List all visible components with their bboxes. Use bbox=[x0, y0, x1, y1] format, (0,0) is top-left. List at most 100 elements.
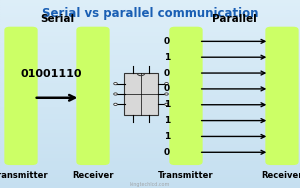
Bar bbox=[0, 54, 300, 56]
Bar bbox=[0, 120, 300, 122]
Text: 1: 1 bbox=[164, 116, 170, 125]
Bar bbox=[0, 124, 300, 127]
Text: 01001110: 01001110 bbox=[20, 69, 82, 79]
Bar bbox=[0, 113, 300, 115]
Bar bbox=[0, 101, 300, 103]
Bar bbox=[0, 16, 300, 19]
Bar bbox=[0, 14, 300, 17]
Bar bbox=[0, 68, 300, 70]
Circle shape bbox=[114, 93, 117, 95]
Bar bbox=[0, 78, 300, 80]
Bar bbox=[0, 127, 300, 129]
Text: Receiver: Receiver bbox=[261, 171, 300, 180]
Bar bbox=[0, 42, 300, 45]
Bar bbox=[0, 31, 300, 33]
Bar bbox=[0, 179, 300, 181]
Bar bbox=[0, 7, 300, 9]
Bar bbox=[0, 150, 300, 153]
Bar bbox=[0, 12, 300, 14]
Bar bbox=[0, 38, 300, 40]
Circle shape bbox=[165, 83, 168, 85]
Bar bbox=[0, 110, 300, 113]
Text: Transmitter: Transmitter bbox=[158, 171, 214, 180]
Bar bbox=[0, 19, 300, 21]
Bar bbox=[0, 26, 300, 28]
Bar bbox=[0, 70, 300, 73]
Bar bbox=[0, 146, 300, 148]
Bar bbox=[0, 5, 300, 7]
Bar bbox=[0, 132, 300, 134]
Bar bbox=[0, 24, 300, 26]
Bar bbox=[0, 80, 300, 82]
Bar bbox=[0, 129, 300, 132]
Bar bbox=[0, 160, 300, 162]
Bar bbox=[0, 122, 300, 124]
Bar bbox=[0, 118, 300, 120]
Bar bbox=[0, 155, 300, 158]
Circle shape bbox=[114, 83, 117, 85]
Bar bbox=[0, 174, 300, 176]
Bar bbox=[0, 181, 300, 183]
FancyBboxPatch shape bbox=[76, 27, 110, 165]
Text: kingtechlcd.com: kingtechlcd.com bbox=[130, 182, 170, 187]
Bar bbox=[0, 108, 300, 111]
Bar bbox=[0, 139, 300, 141]
Bar bbox=[0, 33, 300, 35]
Circle shape bbox=[165, 93, 168, 95]
Bar bbox=[0, 47, 300, 49]
Text: Serial vs parallel communication: Serial vs parallel communication bbox=[42, 7, 258, 20]
FancyBboxPatch shape bbox=[169, 27, 203, 165]
Bar bbox=[0, 59, 300, 61]
Bar bbox=[0, 52, 300, 54]
Circle shape bbox=[114, 103, 117, 105]
Bar bbox=[0, 92, 300, 94]
Bar bbox=[0, 162, 300, 164]
Bar bbox=[0, 82, 300, 85]
Text: 1: 1 bbox=[164, 53, 170, 62]
Bar bbox=[0, 143, 300, 146]
Bar bbox=[0, 35, 300, 38]
Text: 0: 0 bbox=[164, 69, 170, 78]
Bar bbox=[0, 0, 300, 2]
Bar bbox=[0, 158, 300, 160]
Text: Receiver: Receiver bbox=[72, 171, 114, 180]
Bar bbox=[0, 164, 300, 167]
Bar bbox=[0, 49, 300, 52]
Bar bbox=[0, 2, 300, 5]
Bar bbox=[0, 169, 300, 171]
Bar bbox=[0, 61, 300, 64]
FancyBboxPatch shape bbox=[4, 27, 38, 165]
Bar bbox=[0, 115, 300, 118]
Bar bbox=[0, 103, 300, 106]
Bar bbox=[0, 28, 300, 30]
Bar bbox=[0, 87, 300, 89]
Bar bbox=[0, 183, 300, 186]
Bar bbox=[0, 96, 300, 99]
Text: Serial: Serial bbox=[40, 14, 74, 24]
Text: 0: 0 bbox=[164, 37, 170, 46]
Bar bbox=[0, 9, 300, 12]
Text: 0: 0 bbox=[164, 148, 170, 157]
Text: Parallel: Parallel bbox=[212, 14, 256, 24]
Bar bbox=[0, 45, 300, 47]
Bar bbox=[0, 171, 300, 174]
FancyBboxPatch shape bbox=[124, 73, 158, 115]
Bar bbox=[0, 176, 300, 179]
Bar bbox=[0, 85, 300, 87]
Bar bbox=[0, 94, 300, 96]
Text: 1: 1 bbox=[164, 132, 170, 141]
Bar bbox=[0, 40, 300, 42]
Bar bbox=[0, 73, 300, 75]
Bar bbox=[0, 153, 300, 155]
Text: 0: 0 bbox=[164, 84, 170, 93]
Bar bbox=[0, 64, 300, 66]
Bar bbox=[0, 89, 300, 92]
Bar bbox=[0, 66, 300, 68]
Bar bbox=[0, 134, 300, 136]
Bar bbox=[0, 136, 300, 139]
Bar bbox=[0, 167, 300, 169]
Circle shape bbox=[165, 103, 168, 105]
Text: 1: 1 bbox=[164, 100, 170, 109]
Bar bbox=[0, 75, 300, 77]
FancyBboxPatch shape bbox=[265, 27, 298, 165]
